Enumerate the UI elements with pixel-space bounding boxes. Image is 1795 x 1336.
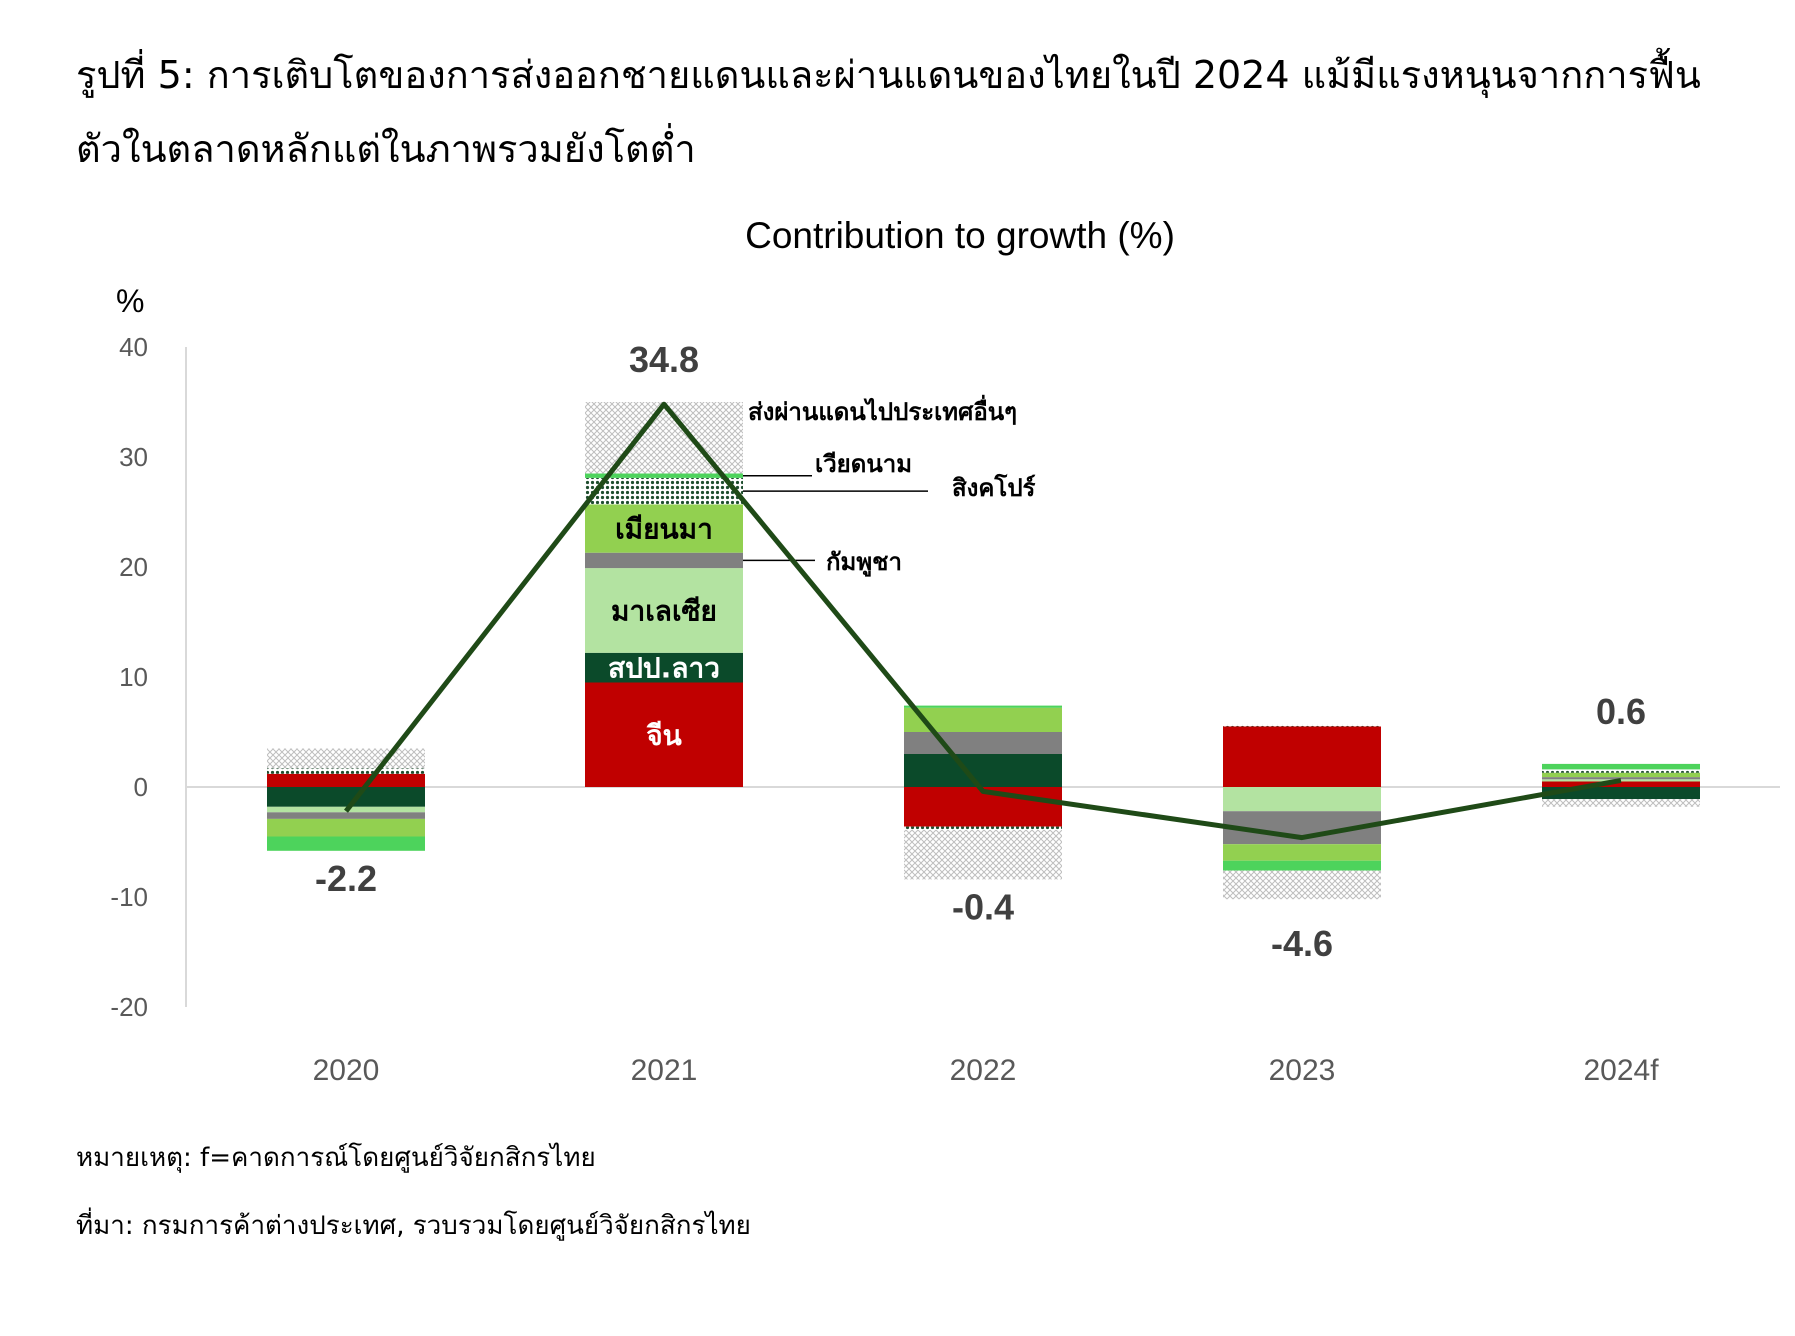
bar-segment-singapore	[1542, 769, 1700, 773]
x-axis-ticks: 2020 2021 2022 2023 2024f	[313, 1054, 1660, 1087]
chart-container: Contribution to growth (%) % 40 30 20 10 0 -1…	[0, 200, 1795, 1100]
callout-labels: ส่งผ่านแดนไปประเทศอื่นๆเวียดนามสิงคโปร์ก…	[743, 394, 1036, 577]
total-labels: -2.2 34.8 -0.4 -4.6 0.6	[315, 339, 1646, 964]
callout-singapore: สิงคโปร์	[952, 473, 1036, 502]
bar-segment-china	[1223, 726, 1381, 787]
bar-label-laos: สปป.ลาว	[608, 652, 720, 685]
total-growth-line	[344, 401, 1622, 841]
bar-segment-vietnam	[1542, 763, 1700, 770]
bar-segment-myanmar	[267, 818, 425, 837]
callout-vietnam: เวียดนาม	[815, 450, 912, 478]
bar-segment-laos	[904, 754, 1062, 787]
bar-segment-china	[267, 773, 425, 787]
y-axis-unit: %	[116, 283, 144, 319]
footnote: หมายเหตุ: f=คาดการณ์โดยศูนย์วิจัยกสิกรไท…	[76, 1143, 596, 1173]
bar-segment-other	[1542, 799, 1700, 807]
y-tick-label: 40	[119, 332, 148, 362]
bar-segment-myanmar	[904, 707, 1062, 732]
y-tick-label: 30	[119, 442, 148, 472]
bar-segment-vietnam	[1223, 860, 1381, 871]
callout-cambodia: กัมพูชา	[826, 548, 902, 577]
bar-label-malaysia: มาเลเซีย	[611, 594, 717, 627]
total-label: -2.2	[315, 858, 377, 899]
bar-segment-laos	[267, 787, 425, 807]
bar-segment-other	[267, 748, 425, 769]
bar-segment-cambodia	[585, 552, 743, 569]
bar-label-china: จีน	[646, 719, 682, 752]
bar-segment-malaysia	[585, 568, 743, 653]
x-tick-label: 2024f	[1583, 1054, 1659, 1087]
bar-segment-singapore	[267, 768, 425, 774]
in-bar-labels: จีน สปป.ลาว มาเลเซีย เมียนมา	[608, 513, 720, 752]
figure-title: รูปที่ 5: การเติบโตของการส่งออกชายแดนและ…	[76, 53, 1701, 171]
callout-other: ส่งผ่านแดนไปประเทศอื่นๆ	[748, 394, 1017, 426]
y-tick-label: 20	[119, 552, 148, 582]
bar-segment-myanmar	[1223, 844, 1381, 861]
bar-segment-laos	[1542, 787, 1700, 800]
total-label: -4.6	[1271, 923, 1333, 964]
y-tick-label: 0	[134, 772, 148, 802]
contribution-chart: Contribution to growth (%) % 40 30 20 10 0 -1…	[110, 215, 1780, 1087]
bar-segment-laos	[585, 652, 743, 683]
bar-segment-other	[904, 829, 1062, 880]
y-tick-label: 10	[119, 662, 148, 692]
y-axis-ticks: 40 30 20 10 0 -10 -20	[110, 332, 148, 1022]
bar-segment-myanmar	[1542, 772, 1700, 778]
y-tick-label: -10	[110, 882, 148, 912]
bar-segment-malaysia	[1223, 787, 1381, 812]
bar-segment-china	[585, 682, 743, 787]
bar-segment-vietnam	[267, 836, 425, 851]
total-label: 34.8	[629, 339, 699, 380]
bar-segment-singapore	[904, 826, 1062, 830]
chart-title: Contribution to growth (%)	[745, 215, 1175, 256]
bar-segment-china	[1542, 781, 1700, 787]
y-tick-label: -20	[110, 992, 148, 1022]
x-tick-label: 2022	[950, 1054, 1017, 1087]
bar-segment-myanmar	[585, 504, 743, 553]
total-label: 0.6	[1596, 691, 1646, 732]
x-tick-label: 2023	[1269, 1054, 1336, 1087]
bar-segment-other	[585, 402, 743, 474]
bar-segment-other	[1223, 870, 1381, 900]
bar-segment-cambodia	[267, 812, 425, 819]
x-tick-label: 2021	[631, 1054, 698, 1087]
bar-segment-vietnam	[904, 705, 1062, 708]
bar-segment-cambodia	[1542, 777, 1700, 780]
x-tick-label: 2020	[313, 1054, 380, 1087]
bar-label-myanmar: เมียนมา	[615, 513, 713, 546]
source-note: ที่มา: กรมการค้าต่างประเทศ, รวบรวมโดยศูน…	[76, 1211, 751, 1241]
bar-segment-singapore	[1223, 724, 1381, 727]
bar-segment-vietnam	[585, 473, 743, 478]
bar-segment-cambodia	[904, 732, 1062, 754]
total-label: -0.4	[952, 886, 1014, 927]
bar-segment-singapore	[585, 477, 743, 505]
